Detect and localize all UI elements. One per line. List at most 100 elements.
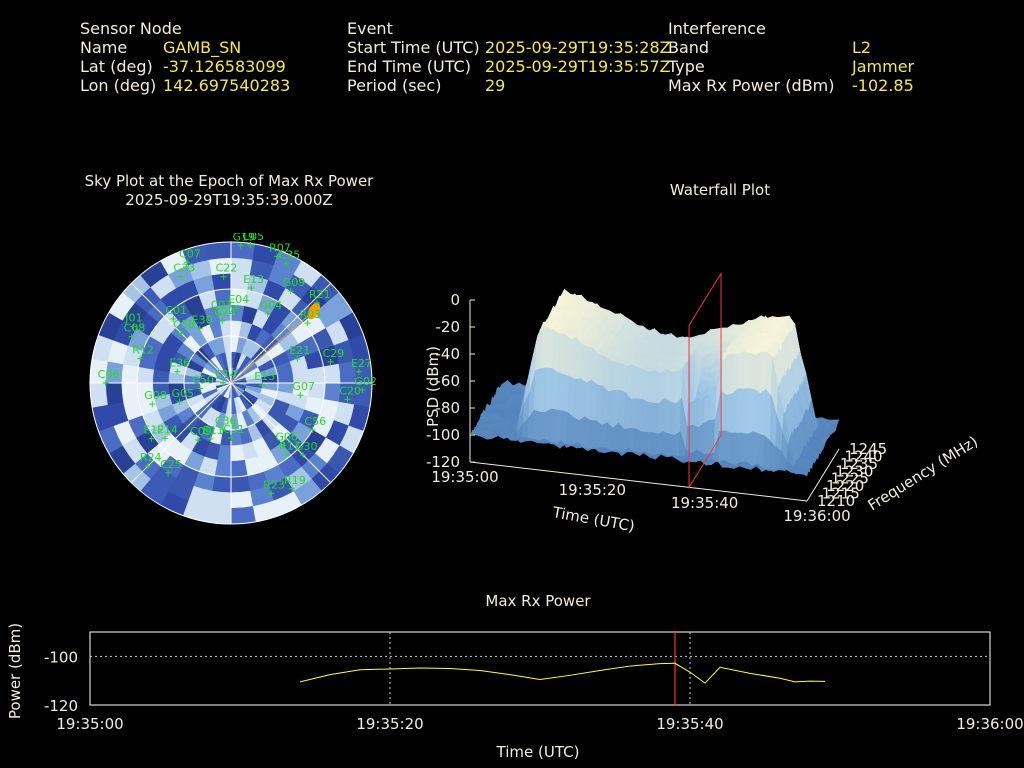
satellite-marker xyxy=(247,241,254,248)
satellite-marker xyxy=(195,436,202,443)
satellite-label: R19 xyxy=(284,474,306,487)
satellite-label: C07 xyxy=(179,247,201,260)
interference-band-value: L2 xyxy=(852,38,872,57)
event-start-value: 2025-09-29T19:35:28Z xyxy=(485,38,671,57)
satellite-marker xyxy=(176,398,183,405)
frequency-tick-label: 1230 xyxy=(835,462,873,480)
satellite-marker xyxy=(219,317,226,324)
satellite-marker xyxy=(148,435,155,442)
satellite-marker xyxy=(259,382,266,389)
event-period-value: 29 xyxy=(485,76,506,95)
satellite-label: C36 xyxy=(215,414,237,427)
satellite-label: C20 xyxy=(339,384,361,397)
satellite-label: E11 xyxy=(203,424,224,437)
satellite-label: C03 xyxy=(211,299,233,312)
satellite-marker xyxy=(149,401,156,408)
jammer-direction-line xyxy=(230,310,315,384)
satellite-label: E21 xyxy=(289,344,310,357)
sensor-lat-label: Lat (deg) xyxy=(80,57,153,76)
skyplot-sector xyxy=(230,475,251,493)
skyplot-sector xyxy=(211,273,232,291)
satellite-marker xyxy=(102,380,109,386)
skyplot-sector xyxy=(208,490,232,509)
satellite-marker xyxy=(128,333,135,340)
satellite-label: C05 xyxy=(242,233,264,243)
power-x-tick-label: 19:35:20 xyxy=(356,715,423,733)
satellite-label: J01 xyxy=(124,312,142,325)
satellite-label: C14 xyxy=(215,368,237,381)
satellite-label: C22 xyxy=(216,262,238,275)
power-y-tick-label: -120 xyxy=(44,697,78,715)
satellite-label: E14 xyxy=(157,423,178,436)
waterfall-axis-line xyxy=(806,448,840,502)
satellite-label: C56 xyxy=(304,415,326,428)
frequency-tick-label: 1235 xyxy=(840,455,878,473)
satellite-marker xyxy=(304,320,311,327)
satellite-label: G05 xyxy=(171,387,194,400)
frequency-tick-label: 1245 xyxy=(849,440,887,458)
max-power-series xyxy=(299,662,826,684)
time-tick-label: 19:36:00 xyxy=(783,507,850,525)
satellite-label: E13 xyxy=(243,273,264,286)
interference-power-value: -102.85 xyxy=(852,76,914,95)
satellite-label: G07 xyxy=(292,380,315,393)
sensor-lon-label: Lon (deg) xyxy=(80,76,157,95)
power-plot-frame xyxy=(89,631,991,706)
satellite-marker xyxy=(196,325,203,332)
interference-type-label: Type xyxy=(668,57,705,76)
skyplot-sector xyxy=(230,490,254,509)
skyplot-subtitle: 2025-09-29T19:35:39.000Z xyxy=(125,191,333,209)
satellite-label: C38 xyxy=(173,318,195,331)
skyplot-sector xyxy=(90,382,108,408)
satellite-marker xyxy=(228,434,234,441)
frequency-tick-label: 1210 xyxy=(817,492,855,510)
satellite-marker xyxy=(237,242,244,249)
satellite-marker xyxy=(207,435,214,442)
satellite-label: R21 xyxy=(309,288,331,301)
satellite-label: G02 xyxy=(354,375,377,388)
sensor-name-value: GAMB_SN xyxy=(163,38,242,57)
satellite-label: R24 xyxy=(140,451,162,464)
skyplot-sector xyxy=(105,382,124,406)
satellite-label: G04 xyxy=(260,299,283,312)
satellite-label: R17 xyxy=(279,440,301,453)
skyplot-sector xyxy=(211,475,232,493)
satellite-marker xyxy=(274,253,281,260)
sensor-name-label: Name xyxy=(80,38,128,57)
satellite-marker xyxy=(280,442,287,449)
satellite-marker xyxy=(215,310,222,317)
satellite-marker xyxy=(170,315,177,322)
satellite-label: C33 xyxy=(173,262,195,275)
satellite-label: C01 xyxy=(165,304,187,317)
satellite-marker xyxy=(313,299,320,306)
satellite-label: R03 xyxy=(300,308,322,321)
satellite-label: C09 xyxy=(190,425,212,438)
satellite-marker xyxy=(165,469,172,476)
satellite-label: C31 xyxy=(223,423,245,436)
waterfall-epoch-plane xyxy=(688,271,722,490)
satellite-marker xyxy=(220,273,227,280)
power-y-tick-label: -100 xyxy=(44,648,78,666)
interference-heading: Interference xyxy=(668,19,766,38)
satellite-label: C29 xyxy=(323,347,345,360)
event-end-label: End Time (UTC) xyxy=(347,57,471,76)
satellite-marker xyxy=(300,452,307,459)
satellite-marker xyxy=(294,355,301,362)
psd-tick-label: -120 xyxy=(426,453,460,471)
waterfall-title: Waterfall Plot xyxy=(669,181,771,199)
satellite-label: G06 xyxy=(275,430,298,443)
skyplot-sector xyxy=(206,242,232,260)
power-x-tick-label: 19:35:40 xyxy=(656,715,723,733)
time-tick-label: 19:35:20 xyxy=(559,481,626,499)
satellite-marker xyxy=(197,385,204,392)
event-start-label: Start Time (UTC) xyxy=(347,38,480,57)
power-x-tick-label: 19:36:00 xyxy=(956,715,1023,733)
satellite-label: R12 xyxy=(132,344,154,357)
waterfall-axis-line xyxy=(469,461,808,502)
satellite-marker xyxy=(283,260,290,267)
frequency-tick-label: 1225 xyxy=(831,470,869,488)
satellite-label: C50 xyxy=(192,373,214,386)
satellite-label: C35 xyxy=(279,249,301,262)
event-end-value: 2025-09-29T19:35:57Z xyxy=(485,57,671,76)
